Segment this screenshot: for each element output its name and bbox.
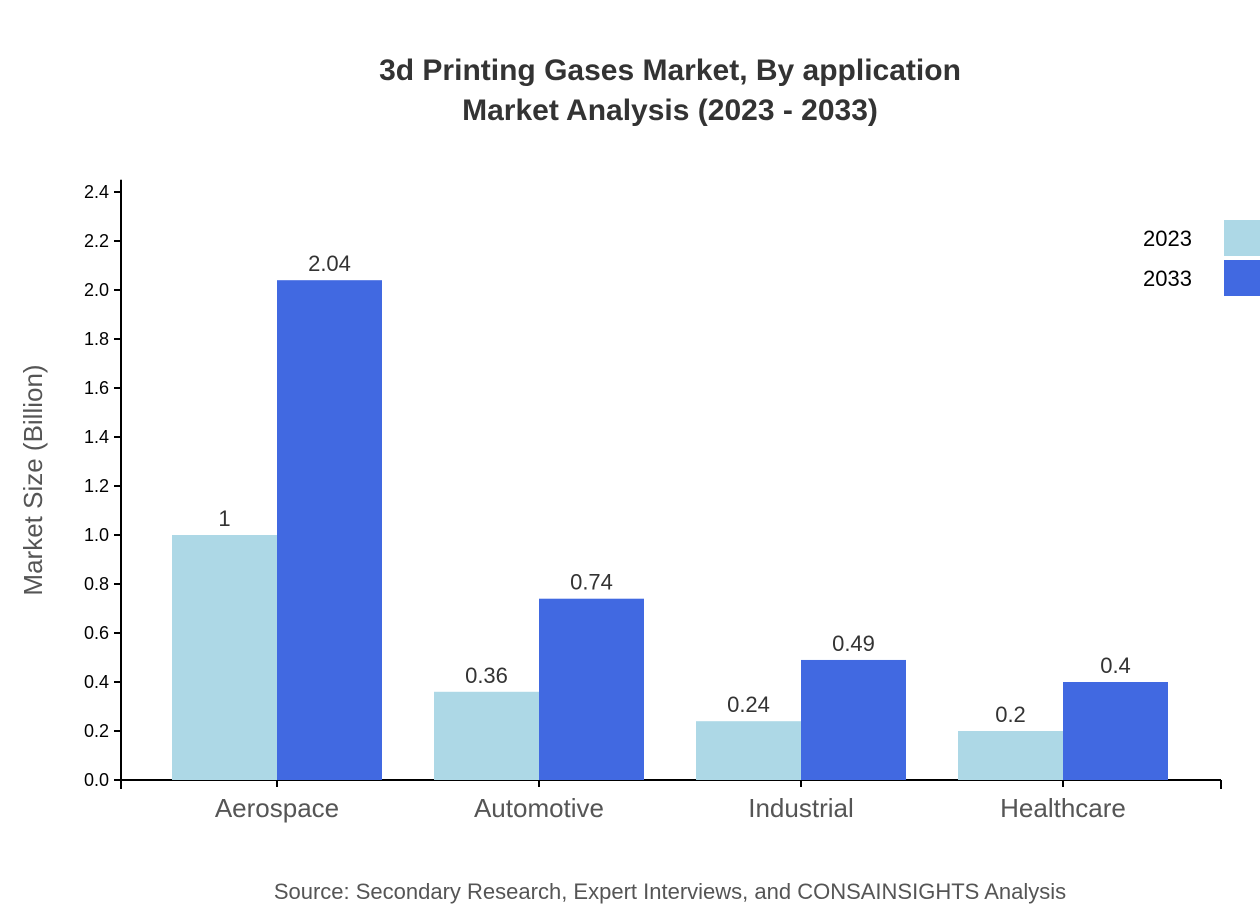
y-tick-label: 1.0 (84, 525, 109, 545)
bar-2033-healthcare (1063, 682, 1168, 780)
y-tick-label: 1.6 (84, 378, 109, 398)
data-label: 0.74 (570, 570, 613, 595)
x-tick-label: Industrial (748, 793, 854, 823)
y-tick-label: 0.6 (84, 623, 109, 643)
data-label: 1 (218, 506, 230, 531)
bar-2023-automotive (434, 691, 539, 780)
data-label: 0.36 (465, 663, 508, 688)
data-label: 0.24 (727, 692, 770, 717)
bar-2033-aerospace (277, 280, 382, 780)
x-tick-label: Healthcare (1000, 793, 1126, 823)
y-tick-label: 1.8 (84, 329, 109, 349)
chart-subtitle: Market Analysis (2023 - 2033) (462, 94, 878, 127)
y-tick-label: 0.8 (84, 574, 109, 594)
bar-2033-industrial (801, 659, 906, 780)
data-label: 0.2 (995, 702, 1026, 727)
data-label: 0.49 (832, 631, 875, 656)
bar-2033-automotive (539, 598, 644, 780)
x-tick-label: Aerospace (215, 793, 339, 823)
legend-swatch-2033 (1224, 260, 1260, 296)
y-tick-label: 1.4 (84, 427, 109, 447)
source-note: Source: Secondary Research, Expert Inter… (274, 879, 1066, 904)
y-tick-label: 0.4 (84, 672, 109, 692)
y-axis-label: Market Size (Billion) (18, 364, 48, 595)
bar-2023-industrial (696, 721, 801, 780)
legend-swatch-2023 (1224, 220, 1260, 256)
x-tick-label: Automotive (474, 793, 604, 823)
y-tick-label: 2.0 (84, 280, 109, 300)
y-tick-label: 1.2 (84, 476, 109, 496)
bar-2023-aerospace (172, 535, 277, 780)
legend-label: 2033 (1143, 266, 1192, 291)
data-label: 2.04 (308, 251, 351, 276)
data-label: 0.4 (1100, 653, 1131, 678)
y-tick-label: 2.4 (84, 182, 109, 202)
y-tick-label: 0.2 (84, 721, 109, 741)
y-tick-label: 2.2 (84, 231, 109, 251)
legend-label: 2023 (1143, 226, 1192, 251)
bar-2023-healthcare (958, 731, 1063, 780)
y-tick-label: 0.0 (84, 770, 109, 790)
chart-title: 3d Printing Gases Market, By application (379, 54, 961, 87)
